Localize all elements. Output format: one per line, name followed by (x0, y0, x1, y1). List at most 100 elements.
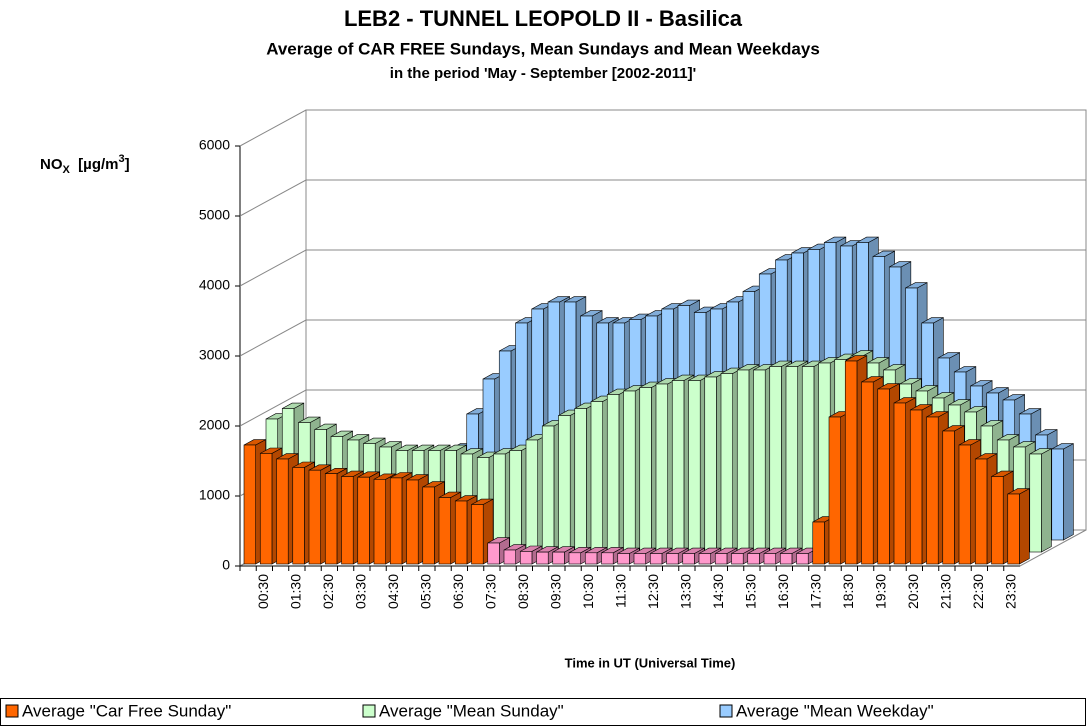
bar (243, 444, 256, 565)
bar (671, 380, 685, 553)
x-tick-label: 02:30 (320, 574, 336, 609)
legend-label: Average "Car Free Sunday" (22, 701, 231, 720)
bar (487, 542, 500, 565)
x-tick-label: 18:30 (840, 574, 856, 609)
bar (763, 553, 776, 565)
x-tick-label: 14:30 (710, 574, 726, 609)
bar (389, 477, 403, 565)
y-tick-label: 4000 (199, 277, 230, 293)
bar (590, 401, 603, 553)
bar (893, 402, 906, 565)
bar (747, 553, 760, 565)
legend-box (0, 698, 1086, 726)
bar (877, 388, 890, 565)
bar (471, 504, 484, 565)
bar (536, 551, 549, 565)
bar (666, 553, 679, 565)
x-tick-label: 11:30 (613, 574, 629, 608)
y-title-part: [µg/m (70, 156, 119, 173)
bar (655, 383, 668, 553)
bar (714, 553, 728, 565)
bar-side (1019, 488, 1030, 565)
bar (341, 476, 354, 565)
chart-subtitle: in the period 'May - September [2002-201… (390, 65, 696, 82)
bar (942, 430, 955, 565)
bar (753, 369, 766, 553)
bar (991, 476, 1004, 565)
y-title-part: 3 (118, 153, 124, 165)
bar (525, 439, 538, 553)
bar (623, 390, 636, 553)
bar (812, 521, 825, 565)
bar (861, 381, 874, 565)
y-tick-label: 3000 (199, 347, 230, 363)
bar (639, 387, 652, 553)
x-tick-label: 03:30 (353, 574, 369, 609)
y-title-part: ] (125, 156, 130, 173)
x-tick-label: 00:30 (255, 574, 271, 609)
bar (324, 473, 338, 565)
bar (292, 467, 305, 565)
bar (519, 551, 533, 565)
x-tick-label: 17:30 (808, 574, 824, 609)
y-tick-label: 6000 (199, 137, 230, 153)
bar (568, 552, 581, 565)
bar-side (1041, 448, 1052, 553)
bar (422, 486, 435, 565)
y-tick-label: 5000 (199, 207, 230, 223)
x-tick-label: 16:30 (775, 574, 791, 609)
x-tick-label: 10:30 (580, 574, 596, 609)
legend-label: Average "Mean Weekday" (736, 701, 934, 720)
grid-line (239, 109, 1086, 147)
bars (243, 236, 1074, 565)
x-tick-label: 08:30 (515, 574, 531, 609)
bar (731, 553, 744, 565)
bar (1051, 448, 1064, 541)
y-tick-label: 2000 (199, 417, 230, 433)
grid-line (239, 179, 1086, 217)
bar (698, 553, 711, 565)
chart-subtitle: Average of CAR FREE Sundays, Mean Sunday… (266, 39, 820, 58)
x-tick-label: 13:30 (678, 574, 694, 609)
bar (958, 444, 971, 565)
bar (682, 553, 695, 565)
bar (308, 469, 321, 565)
x-tick-label: 22:30 (970, 574, 986, 609)
legend-swatch (5, 704, 19, 718)
bar (454, 500, 468, 565)
x-tick-label: 04:30 (385, 574, 401, 609)
bar (276, 458, 289, 565)
bar (769, 366, 782, 553)
bar (688, 380, 701, 553)
bar (633, 553, 646, 565)
bar (1007, 493, 1020, 565)
y-tick-label: 0 (222, 557, 230, 573)
legend: Average "Car Free Sunday" Average "Mean S… (5, 701, 934, 720)
bar (779, 553, 793, 565)
bar (509, 450, 522, 553)
bar (974, 458, 988, 565)
bar (558, 415, 571, 553)
x-tick-label: 05:30 (418, 574, 434, 609)
bar (844, 360, 858, 565)
y-axis-title: NOX [µg/m3] (40, 153, 130, 176)
chart-title: LEB2 - TUNNEL LEOPOLD II - Basilica (344, 6, 743, 31)
bar (796, 553, 809, 565)
bar (574, 408, 587, 553)
y-tick-label: 1000 (199, 487, 230, 503)
x-tick-label: 23:30 (1003, 574, 1019, 609)
bar (649, 553, 663, 565)
x-tick-label: 12:30 (645, 574, 661, 609)
y-title-part: X (63, 164, 71, 176)
bar (909, 409, 923, 565)
x-tick-label: 09:30 (548, 574, 564, 609)
x-tick-label: 20:30 (905, 574, 921, 609)
bar (584, 552, 598, 565)
bar (828, 416, 841, 565)
y-title-part: NO (40, 156, 63, 173)
bar (357, 476, 370, 565)
bar (601, 552, 614, 565)
bar (406, 479, 419, 565)
bar (503, 549, 516, 565)
